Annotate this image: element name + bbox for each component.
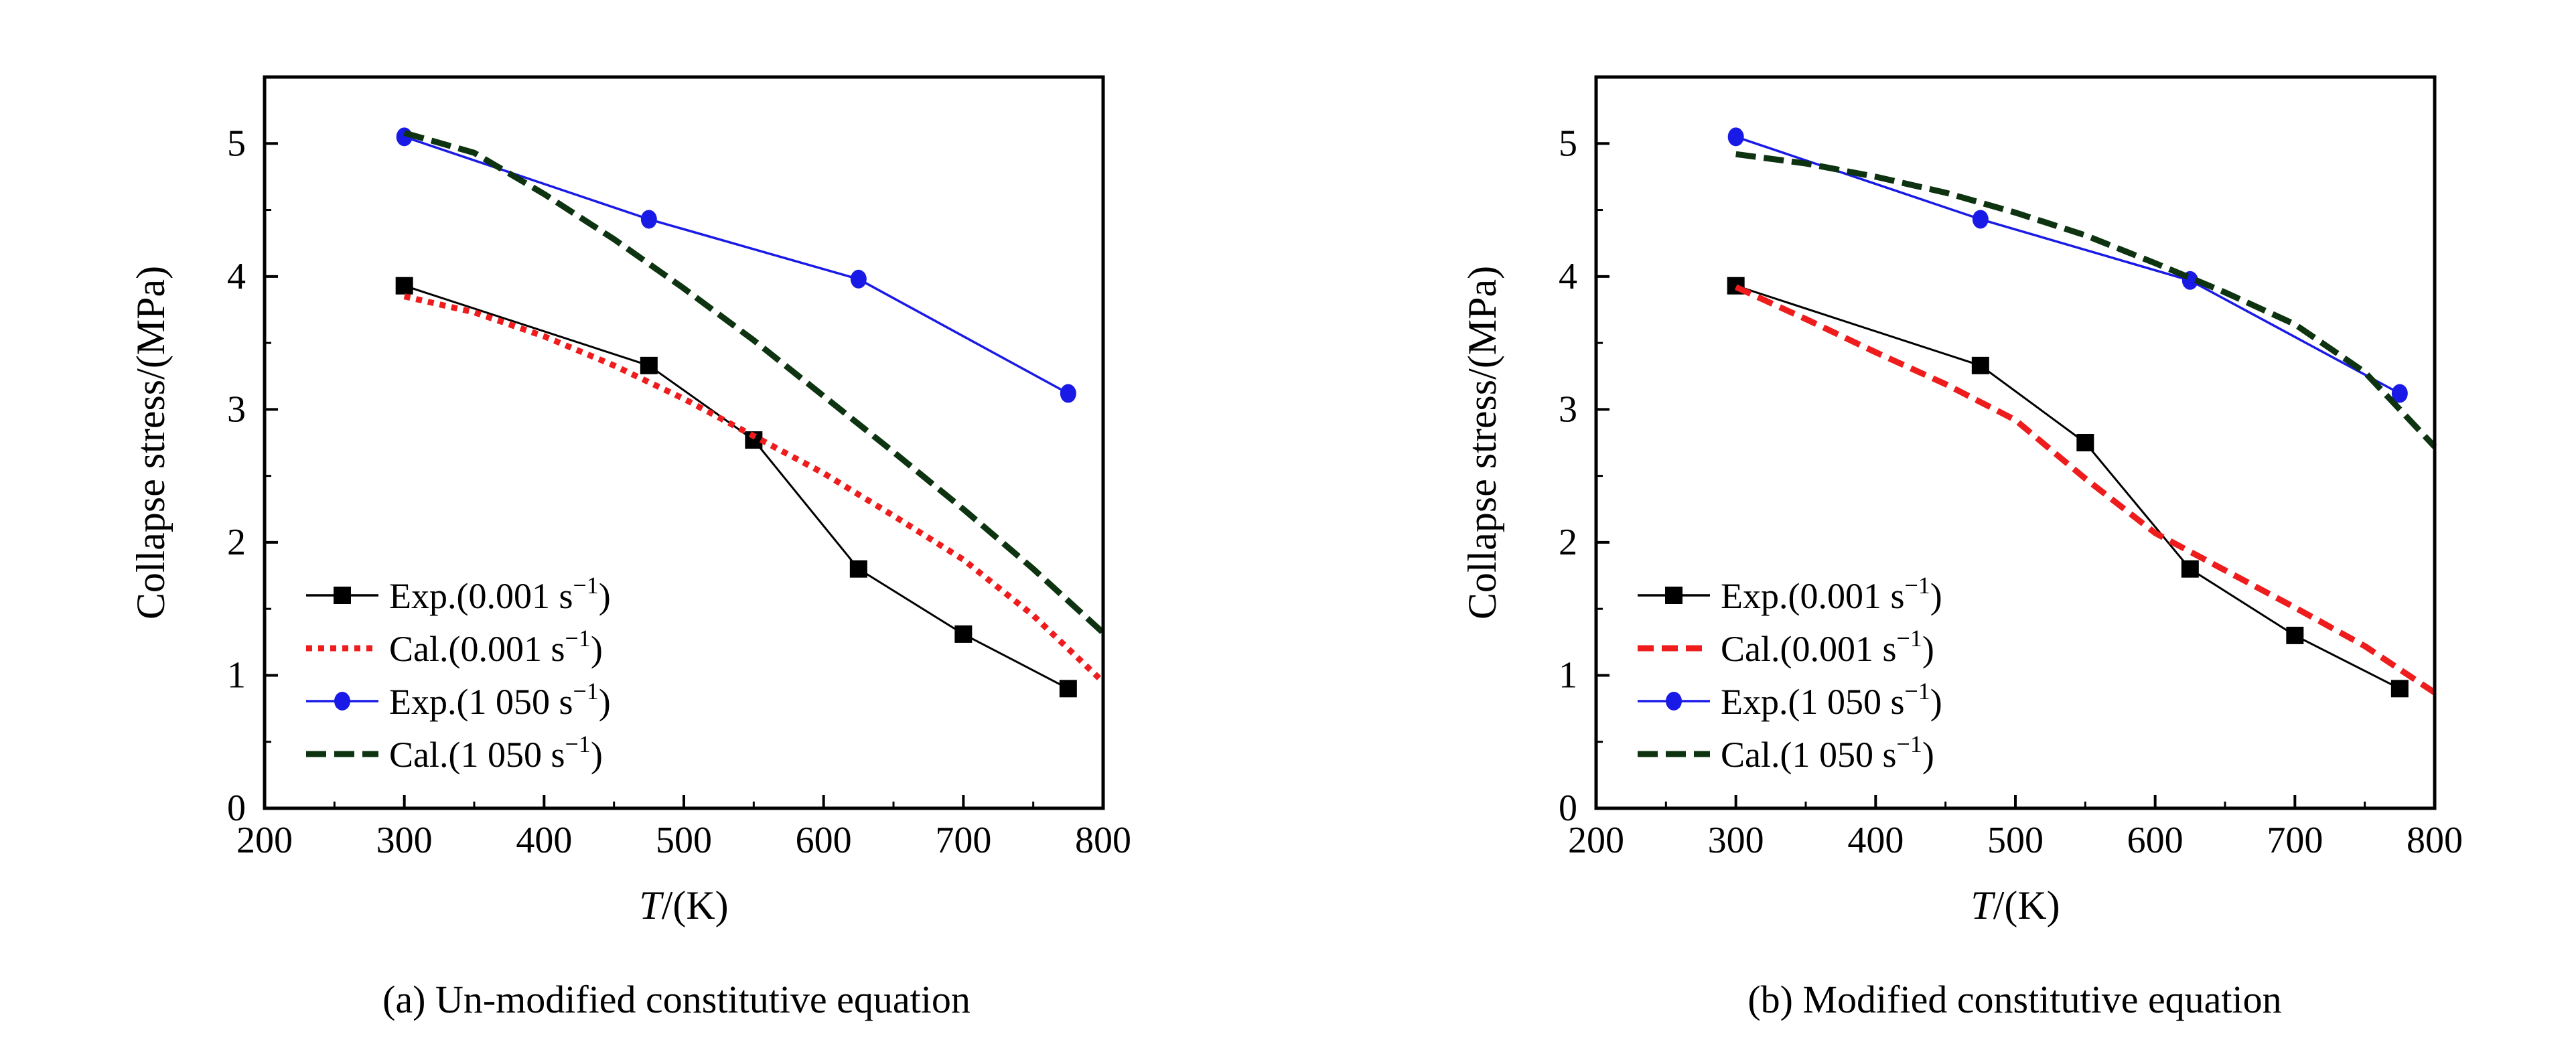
legend-label-superscript: −1 [565,731,591,757]
series-line-3 [404,135,1069,395]
x-tick-label: 500 [656,820,712,861]
x-tick-label: 800 [2407,820,2463,861]
x-tick-label: 300 [1708,820,1764,861]
y-tick-label: 1 [227,654,246,696]
data-point-square [1059,680,1077,698]
legend-label: Exp.(1 050 s−1) [389,678,611,722]
y-axis-label: Collapse stress/(MPa) [129,266,173,619]
legend-label-tail: ) [599,682,611,722]
x-axis-label-unit: /(K) [662,883,729,927]
data-point-square [954,625,973,643]
legend-label-text: Exp.(0.001 s [389,576,573,616]
series-line-4 [403,130,1106,636]
legend-label-superscript: −1 [573,572,598,599]
legend-label-tail: ) [1922,629,1934,669]
legend-label: Cal.(0.001 s−1) [1721,625,1934,669]
legend-label-text: Cal.(0.001 s [389,629,565,669]
legend-label: Cal.(1 050 s−1) [1721,731,1934,775]
legend-label-superscript: −1 [565,625,591,652]
data-point-circle [850,269,867,289]
legend-marker-square [1665,587,1683,604]
y-tick-label: 0 [1559,788,1577,829]
x-tick-label: 300 [376,820,433,861]
y-tick-label: 2 [227,522,246,563]
series-line-1 [1735,285,2401,690]
y-tick-label: 1 [1559,654,1577,696]
x-tick-label: 200 [236,820,293,861]
x-tick-label: 400 [516,820,572,861]
legend-label: Cal.(0.001 s−1) [389,625,603,669]
y-tick-label: 5 [1559,123,1577,164]
x-axis-label: T/(K) [639,883,728,927]
data-point-square [395,277,413,295]
x-tick-label: 800 [1075,820,1131,861]
legend-label-tail: ) [591,735,603,775]
series-line-3 [1735,135,2401,395]
legend-label-tail: ) [599,576,611,616]
series-line-2 [403,293,1106,684]
y-tick-label: 4 [1559,256,1577,297]
y-tick-label: 5 [227,123,246,164]
legend-label-superscript: −1 [573,678,598,704]
x-tick-label: 600 [2127,820,2184,861]
legend-label-tail: ) [1930,682,1942,722]
y-axis-label: Collapse stress/(MPa) [1460,266,1504,619]
series-line-2 [1734,284,2437,696]
legend-label: Exp.(0.001 s−1) [1721,572,1942,616]
y-tick-label: 0 [227,788,246,829]
series-line-1 [404,285,1069,690]
panel-b: 200 300 400 500 600 700 800 0 1 2 3 4 5 T/(K) Collapse… [1460,75,2463,1021]
panel-caption: (a) Un-modified constitutive equation [382,978,971,1021]
legend-label-tail: ) [1930,576,1942,616]
legend-label: Exp.(1 050 s−1) [1721,678,1942,722]
y-tick-label: 4 [227,256,246,297]
data-point-square [849,560,867,578]
data-point-circle [640,210,657,229]
legend-label-tail: ) [1922,735,1934,775]
x-axis-label: T/(K) [1971,883,2060,927]
data-point-square [2181,560,2199,578]
legend-label-tail: ) [591,629,603,669]
legend-label: Cal.(1 050 s−1) [389,731,603,775]
x-tick-label: 400 [1847,820,1904,861]
legend-label-text: Cal.(1 050 s [389,735,565,775]
x-tick-label: 700 [935,820,991,861]
x-tick-label: 700 [2267,820,2323,861]
legend-label: Exp.(0.001 s−1) [389,572,611,616]
legend-label-superscript: −1 [1897,625,1922,652]
data-point-circle [2391,384,2408,403]
data-point-square [2286,626,2304,644]
data-point-square [2390,680,2409,698]
y-tick-label: 3 [227,388,246,430]
x-tick-label: 600 [796,820,852,861]
series-line-4 [1735,151,2437,449]
data-point-circle [1972,210,1989,229]
y-tick-label: 3 [1559,388,1577,430]
legend-marker-circle [1666,692,1682,711]
data-point-square [1971,356,1989,374]
data-point-square [640,356,658,374]
x-tick-label: 500 [1987,820,2044,861]
legend-label-superscript: −1 [1904,678,1930,704]
panel-caption: (b) Modified constitutive equation [1747,978,2281,1021]
legend-label-superscript: −1 [1904,572,1930,599]
legend-label-text: Cal.(0.001 s [1721,629,1897,669]
x-axis-label-symbol: T [1971,883,1995,927]
data-point-square [2076,434,2094,451]
x-tick-label: 200 [1568,820,1624,861]
x-axis-label-unit: /(K) [1993,883,2060,927]
legend-marker-circle [334,692,350,711]
panel-a: 200 300 400 500 600 700 800 0 1 2 3 4 5 T/(K) Collapse… [129,75,1131,1021]
legend-label-text: Exp.(1 050 s [1721,682,1904,722]
x-axis-label-symbol: T [639,883,664,927]
data-point-circle [1060,384,1076,403]
y-tick-label: 2 [1559,522,1577,563]
legend-label-text: Exp.(0.001 s [1721,576,1904,616]
legend-marker-square [334,587,351,604]
legend-label-text: Exp.(1 050 s [389,682,573,722]
legend-label-superscript: −1 [1897,731,1922,757]
data-point-circle [1727,127,1744,147]
legend-label-text: Cal.(1 050 s [1721,735,1897,775]
